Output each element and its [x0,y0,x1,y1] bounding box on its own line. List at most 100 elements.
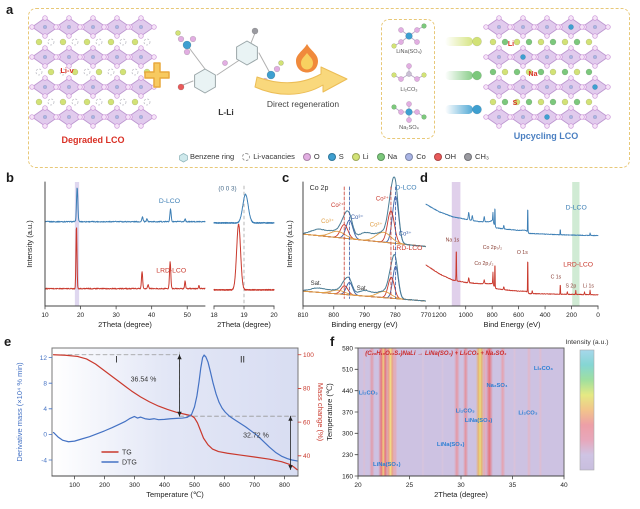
svg-text:Intensity (a.u.): Intensity (a.u.) [565,339,608,346]
svg-text:300: 300 [129,482,140,489]
svg-text:Co³⁺: Co³⁺ [351,214,364,221]
svg-text:Intensity (a.u.): Intensity (a.u.) [285,220,294,268]
svg-text:4: 4 [43,406,47,413]
atom-dot-icon [405,152,414,161]
svg-text:Co³⁺: Co³⁺ [399,230,412,237]
svg-text:40: 40 [560,482,568,489]
l-li-molecule [175,27,284,94]
svg-text:700: 700 [249,482,260,489]
atom-dot-icon [376,152,385,161]
svg-text:20: 20 [77,312,85,319]
svg-text:0: 0 [596,312,600,319]
svg-text:800: 800 [487,312,498,319]
svg-text:36.54 %: 36.54 % [131,377,157,384]
svg-text:30: 30 [457,482,465,489]
atom-dot-icon [327,152,336,161]
svg-text:Co²⁺: Co²⁺ [376,196,389,203]
svg-text:20: 20 [354,482,362,489]
svg-text:100: 100 [303,352,314,359]
svg-text:Binding energy (eV): Binding energy (eV) [331,320,398,329]
svg-text:-4: -4 [41,457,47,464]
svg-text:LiNa(SO₄): LiNa(SO₄) [373,462,401,468]
svg-text:200: 200 [566,312,577,319]
l-li-label: L-Li [218,107,234,117]
legend-label: Na [387,152,398,161]
panel-label-e: e [4,334,12,349]
legend-label: O [313,152,320,161]
legend-item-0: Benzene ring [179,152,234,162]
byproducts-box: LiNa(SO₄) Li₂CO₃ Na₂SO₄ [381,19,435,139]
chart-co2p-xps: Co²⁺ Co³⁺ Co³⁺ Co²⁺ Co³⁺ Co³⁺ D-LCO Sat. Sat. LRD… [285,176,432,329]
svg-text:370: 370 [342,409,353,416]
svg-text:LiNa(SO₄): LiNa(SO₄) [465,418,493,424]
svg-text:1000: 1000 [458,312,473,319]
svg-text:Li₂CO₃: Li₂CO₃ [359,390,378,396]
svg-text:770: 770 [421,312,432,319]
panel-a-legend: Benzene ring Li-vacancies O S Li Na Co OH CH₃ [179,152,623,162]
svg-text:I: I [115,355,118,365]
svg-text:Co³⁺: Co³⁺ [321,218,334,225]
legend-item-7: OH [433,152,456,161]
svg-text:Li: Li [508,41,514,48]
atom-dot-icon [433,152,442,161]
legend-label: Li [362,152,369,161]
svg-text:2Theta (degree): 2Theta (degree) [98,320,152,329]
svg-text:32.72 %: 32.72 % [243,432,269,439]
svg-text:800: 800 [328,312,339,319]
degraded-lco-label: Degraded LCO [61,135,125,145]
svg-text:580: 580 [342,345,353,352]
svg-text:O 1s: O 1s [517,250,528,256]
svg-text:D-LCO: D-LCO [395,184,416,191]
svg-text:DTG: DTG [122,460,137,467]
svg-text:510: 510 [342,367,353,374]
svg-text:Na: Na [529,71,538,78]
legend-label: S [338,152,344,161]
panel-label-d: d [420,170,428,185]
svg-text:Li 1s: Li 1s [583,283,594,289]
legend-label: CH₃ [475,152,489,161]
svg-text:Temperature (℃): Temperature (℃) [325,383,334,441]
svg-text:Li₂CO₃: Li₂CO₃ [400,87,417,93]
svg-text:800: 800 [279,482,290,489]
svg-text:Na 1s: Na 1s [446,238,460,244]
svg-text:300: 300 [342,431,353,438]
atom-dot-icon [351,152,360,161]
svg-text:19: 19 [240,312,248,319]
svg-text:1200: 1200 [432,312,447,319]
li-vacancy-icon [242,152,251,161]
panel-label-f: f [330,334,335,349]
ion-flow-arrows [445,36,482,115]
svg-text:Na₂SO₄: Na₂SO₄ [399,125,419,131]
svg-text:LRD-LCO: LRD-LCO [393,245,423,252]
svg-text:S 2p: S 2p [566,283,577,289]
svg-text:400: 400 [159,482,170,489]
svg-text:Derivative mass (×10⁴ % min): Derivative mass (×10⁴ % min) [15,362,24,462]
svg-text:2Theta (degree): 2Theta (degree) [434,490,488,499]
panel-label-a: a [6,2,14,17]
svg-text:LRD-LCO: LRD-LCO [563,261,593,268]
svg-text:Co 2p₁/₂: Co 2p₁/₂ [474,261,493,267]
svg-text:Co³⁺: Co³⁺ [370,222,383,229]
process-label: Direct regeneration [266,99,340,109]
svg-text:LiNa(SO₄): LiNa(SO₄) [437,442,465,448]
legend-item-4: Li [351,152,369,161]
svg-text:2Theta (degree): 2Theta (degree) [217,320,271,329]
svg-text:Intensity (a.u.): Intensity (a.u.) [25,220,34,268]
chart-xps-survey: D-LCO LRD-LCO Na 1s Co 2p₁/₂ Co 2p₃/₂ O 1s C 1… [425,182,600,329]
svg-text:30: 30 [112,312,120,319]
svg-text:40: 40 [148,312,156,319]
svg-text:Temperature (℃): Temperature (℃) [146,490,204,499]
legend-item-3: S [327,152,344,161]
svg-text:D-LCO: D-LCO [159,198,180,205]
svg-text:80: 80 [303,386,311,393]
svg-text:600: 600 [513,312,524,319]
svg-text:Li₂CO₃: Li₂CO₃ [518,410,537,416]
svg-text:12: 12 [40,355,48,362]
legend-label: Li-vacancies [253,152,295,161]
svg-text:200: 200 [99,482,110,489]
chart-insitu-xrd-heatmap: (C₂₆H₁₈O₁₃S₂)NaLi → LiNa(SO₄) + Li₂CO₃ +… [325,339,609,499]
atom-dot-icon [464,152,473,161]
